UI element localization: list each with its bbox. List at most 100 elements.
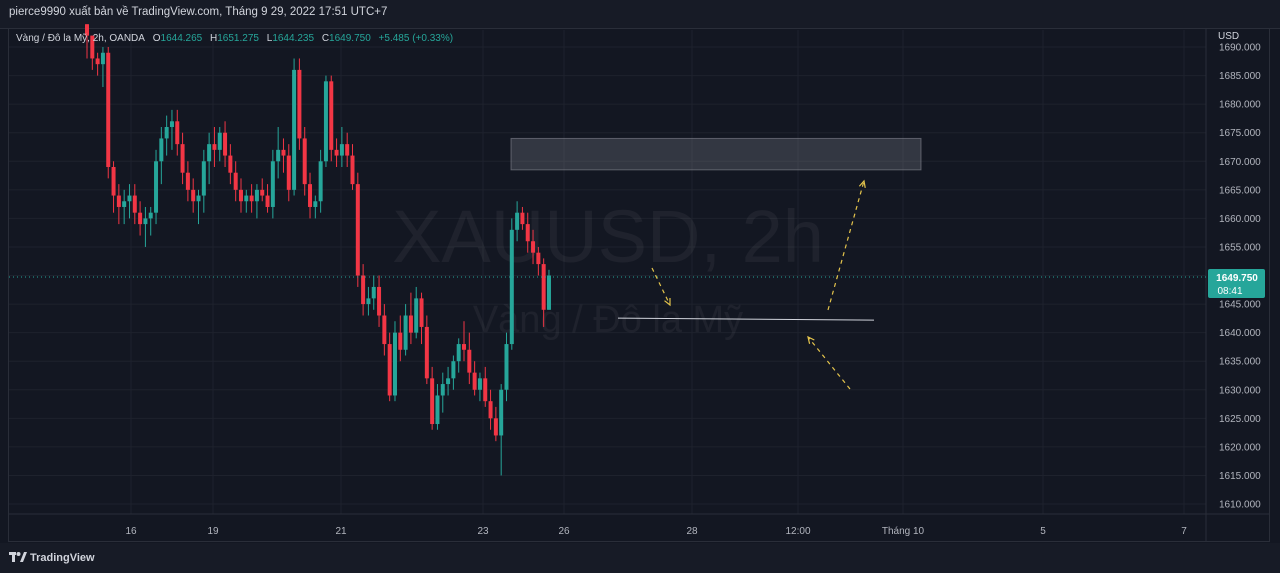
low-value: 1644.235 xyxy=(272,33,315,44)
time-tick-label: 16 xyxy=(125,526,137,537)
candle-body xyxy=(398,332,403,350)
candle-body xyxy=(132,195,137,213)
price-tick-label: 1630.000 xyxy=(1219,385,1261,396)
time-tick-label: 19 xyxy=(207,526,219,537)
time-tick-label: Tháng 10 xyxy=(882,526,925,537)
price-tick-label: 1610.000 xyxy=(1219,500,1261,511)
price-tick-label: 1625.000 xyxy=(1219,414,1261,425)
candle-body xyxy=(472,372,477,390)
candle-body xyxy=(366,298,371,305)
candle-body xyxy=(382,315,387,345)
candle-body xyxy=(430,378,435,425)
candle-body xyxy=(456,344,461,362)
candle-body xyxy=(509,229,514,345)
candle-body xyxy=(414,298,419,333)
candle-body xyxy=(207,144,212,162)
candle-body xyxy=(175,121,180,145)
candle-body xyxy=(238,189,243,202)
projection-arrow xyxy=(807,336,851,390)
last-price-label: 1649.750 08:41 xyxy=(1208,269,1265,298)
candle-body xyxy=(302,138,307,185)
arrow-head xyxy=(664,297,671,307)
resistance-zone-layer xyxy=(510,137,922,171)
candle-body xyxy=(201,161,206,196)
last-price-value: 1649.750 xyxy=(1216,273,1258,284)
projection-arrow xyxy=(827,180,865,311)
candle-body xyxy=(318,161,323,202)
candle-body xyxy=(504,344,509,390)
price-tick-label: 1660.000 xyxy=(1219,214,1261,225)
price-tick-label: 1615.000 xyxy=(1219,471,1261,482)
candle-body xyxy=(392,332,397,396)
time-tick-label: 5 xyxy=(1040,526,1046,537)
resistance-zone xyxy=(510,137,922,171)
candle-body xyxy=(244,195,249,202)
candle-body xyxy=(281,149,286,156)
tradingview-brand[interactable]: TradingView xyxy=(30,552,95,564)
candle-body xyxy=(525,224,530,242)
candle-body xyxy=(350,155,355,185)
candle-body xyxy=(116,195,121,207)
candle-body xyxy=(387,344,392,396)
time-tick-label: 23 xyxy=(477,526,489,537)
low-label: L xyxy=(266,33,273,44)
change-value: +5.485 (+0.33%) xyxy=(378,33,454,44)
candle-body xyxy=(361,275,366,305)
arrow-head xyxy=(858,179,866,188)
candle-body xyxy=(329,81,334,150)
support-line xyxy=(617,317,875,321)
currency-label: USD xyxy=(1218,31,1240,42)
candle-body xyxy=(111,166,116,196)
price-tick-label: 1670.000 xyxy=(1219,157,1261,168)
candle-body xyxy=(90,35,95,59)
candle-body xyxy=(95,58,100,65)
open-value: 1644.265 xyxy=(160,33,203,44)
candle-body xyxy=(440,384,445,396)
candle-body xyxy=(477,378,482,390)
candle-body xyxy=(515,212,520,230)
candle-body xyxy=(154,161,159,213)
candle-body xyxy=(531,241,536,253)
candle-body xyxy=(499,389,504,436)
candle-body xyxy=(355,184,360,276)
candle-body xyxy=(164,127,169,139)
candle-body xyxy=(292,69,297,190)
annotations xyxy=(9,179,1206,390)
price-tick-label: 1665.000 xyxy=(1219,185,1261,196)
candle-body xyxy=(339,144,344,156)
candle-body xyxy=(185,172,190,190)
candle-body xyxy=(159,138,164,162)
candle-body xyxy=(451,361,456,379)
candle-body xyxy=(371,286,376,299)
close-value: 1649.750 xyxy=(329,33,371,44)
candle-body xyxy=(313,201,318,207)
candle-body xyxy=(520,212,525,225)
candle-body xyxy=(228,155,233,173)
candle-body xyxy=(169,121,174,128)
candle-body xyxy=(180,144,185,173)
candle-body xyxy=(260,189,265,196)
watermark-name: Vàng / Đô la Mỹ xyxy=(473,299,743,341)
candle-body xyxy=(377,286,382,316)
time-tick-label: 26 xyxy=(558,526,570,537)
tradingview-logo-icon[interactable] xyxy=(9,551,27,563)
candle-body xyxy=(196,195,201,202)
time-axis: 16 19 21 23 26 28 12:00 Tháng 10 5 7 xyxy=(125,526,1187,537)
price-tick-label: 1675.000 xyxy=(1219,128,1261,139)
candle-body xyxy=(488,401,493,419)
candle-body xyxy=(483,378,488,402)
ohlc-legend: Vàng / Đô la Mỹ, 2h, OANDA O1644.265 H16… xyxy=(16,33,453,44)
candle-body xyxy=(345,144,350,156)
time-tick-label: 7 xyxy=(1181,526,1187,537)
projection-arrow xyxy=(651,267,671,306)
candles xyxy=(85,24,551,476)
candle-body xyxy=(127,195,132,202)
price-tick-label: 1690.000 xyxy=(1219,43,1261,54)
candle-body xyxy=(265,195,270,207)
price-tick-label: 1640.000 xyxy=(1219,328,1261,339)
candle-body xyxy=(408,315,413,333)
candle-body xyxy=(419,298,424,327)
arrow-head xyxy=(807,335,815,344)
candle-body xyxy=(122,201,127,207)
